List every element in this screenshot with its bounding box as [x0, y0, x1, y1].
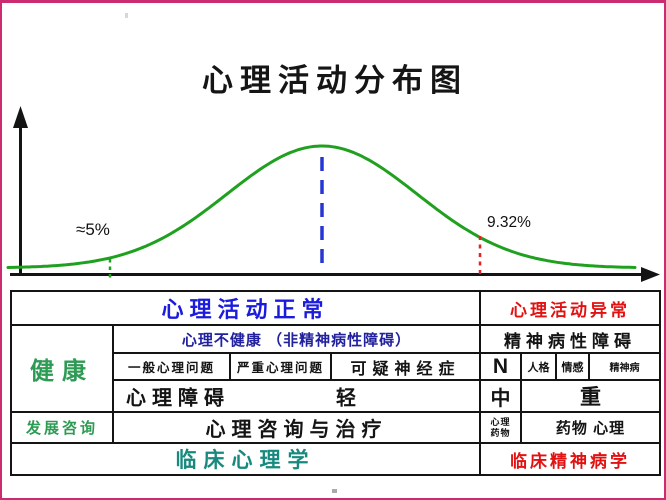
- distribution-chart: [6, 106, 660, 282]
- cell-health: 健康: [10, 324, 114, 413]
- cell-clinical-psychiatry: 临床精神病学: [479, 442, 662, 476]
- artifact-dot-top: [125, 13, 128, 18]
- cell-affective: 情感: [555, 352, 591, 381]
- cell-suspected-neurosis: 可疑神经症: [329, 352, 482, 381]
- cell-psychosis: 精神病: [588, 352, 662, 381]
- cell-psychotic-disorder: 精神病性障碍: [479, 324, 662, 354]
- cell-moderate: 中: [479, 379, 523, 413]
- cell-severe: 重: [520, 379, 662, 413]
- cell-general-problem: 一般心理问题: [112, 352, 231, 381]
- cell-severe-problem: 严重心理问题: [229, 352, 332, 381]
- page-title: 心理活动分布图: [202, 63, 468, 99]
- artifact-dot-bottom: [332, 489, 337, 493]
- psych-drug-line1: 心理: [490, 416, 511, 427]
- cell-unhealthy: 心理不健康 （非精神病性障碍）: [111, 324, 482, 354]
- cell-n: N: [479, 352, 523, 381]
- psych-drug-line2: 药物: [490, 427, 511, 438]
- classification-table-wrap: 心理活动正常 心理活动异常 健康 心理不健康 （非精神病性障碍） 精神病性障碍 …: [9, 290, 662, 476]
- right-percent-label: 9.32%: [487, 214, 531, 231]
- cell-mental-disorder: 心理障碍 轻: [111, 379, 482, 413]
- x-axis-arrow-icon: [641, 267, 660, 282]
- left-percent-label: ≈5%: [76, 220, 110, 239]
- cell-personality: 人格: [520, 352, 558, 381]
- bell-curve: [6, 144, 637, 269]
- cell-normal: 心理活动正常: [9, 290, 482, 326]
- classification-table: 心理活动正常 心理活动异常 健康 心理不健康 （非精神病性障碍） 精神病性障碍 …: [9, 290, 662, 476]
- cell-counseling-therapy: 心理咨询与治疗: [111, 411, 482, 444]
- cell-abnormal: 心理活动异常: [479, 290, 662, 326]
- cell-drug-psych: 药物 心理: [520, 411, 662, 444]
- y-axis-arrow-icon: [13, 106, 28, 128]
- cell-clinical-psychology: 临床心理学: [9, 442, 482, 476]
- cell-psych-drug: 心理 药物: [479, 411, 523, 444]
- mild-label: 轻: [336, 387, 356, 410]
- cell-development-counseling: 发展咨询: [10, 411, 114, 444]
- mental-disorder-label: 心理障碍: [126, 387, 230, 410]
